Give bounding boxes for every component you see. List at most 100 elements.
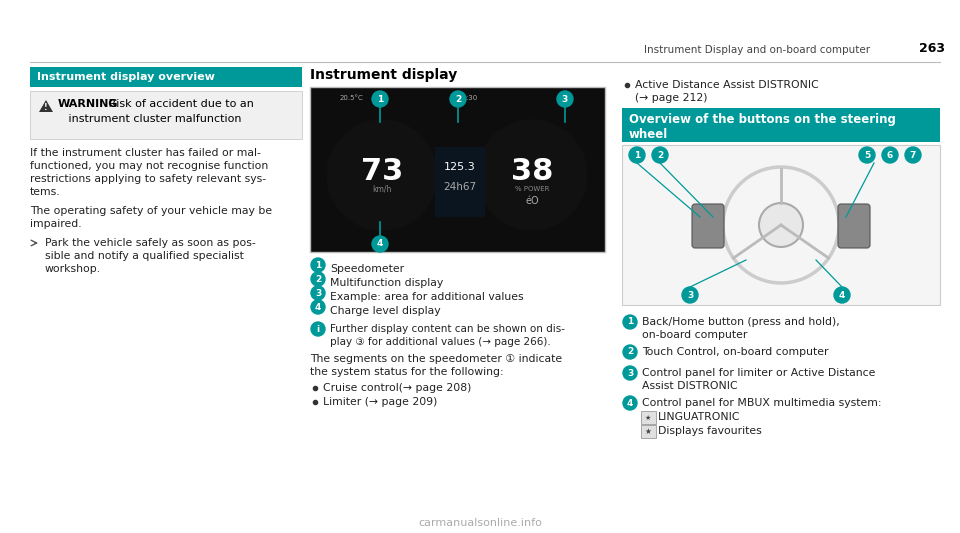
Text: 3: 3 <box>562 94 568 103</box>
FancyBboxPatch shape <box>838 204 870 248</box>
Circle shape <box>759 203 803 247</box>
Circle shape <box>652 147 668 163</box>
Text: 2: 2 <box>627 348 634 357</box>
FancyBboxPatch shape <box>30 91 302 139</box>
Circle shape <box>311 322 325 336</box>
Text: Back/Home button (press and hold),: Back/Home button (press and hold), <box>642 317 840 327</box>
Circle shape <box>311 258 325 272</box>
Text: 1: 1 <box>377 94 383 103</box>
Circle shape <box>629 147 645 163</box>
Text: carmanualsonline.info: carmanualsonline.info <box>418 518 542 528</box>
Text: Multifunction display: Multifunction display <box>330 278 444 288</box>
Circle shape <box>327 120 437 230</box>
Text: 1: 1 <box>634 150 640 159</box>
Text: The segments on the speedometer ① indicate: The segments on the speedometer ① indica… <box>310 354 563 364</box>
Text: 20:30: 20:30 <box>458 95 478 101</box>
Text: 4: 4 <box>839 290 845 300</box>
Text: 5: 5 <box>864 150 870 159</box>
Text: WARNING: WARNING <box>58 99 118 109</box>
FancyBboxPatch shape <box>641 411 656 424</box>
Text: If the instrument cluster has failed or mal-: If the instrument cluster has failed or … <box>30 148 261 158</box>
Text: 7: 7 <box>910 150 916 159</box>
FancyBboxPatch shape <box>310 87 605 252</box>
Text: tems.: tems. <box>30 187 60 197</box>
Text: LINGUATRONIC: LINGUATRONIC <box>658 412 740 422</box>
Text: 4: 4 <box>377 239 383 248</box>
Text: Displays favourites: Displays favourites <box>658 426 761 436</box>
Text: km/h: km/h <box>372 184 392 193</box>
Text: % POWER: % POWER <box>515 186 549 192</box>
Text: Overview of the buttons on the steering: Overview of the buttons on the steering <box>629 112 896 125</box>
Text: 2: 2 <box>315 274 322 284</box>
Text: Control panel for limiter or Active Distance: Control panel for limiter or Active Dist… <box>642 368 876 378</box>
Text: Charge level display: Charge level display <box>330 306 441 316</box>
FancyBboxPatch shape <box>622 108 940 142</box>
Text: instrument cluster malfunction: instrument cluster malfunction <box>58 114 242 124</box>
Text: 3: 3 <box>686 290 693 300</box>
FancyBboxPatch shape <box>30 67 302 87</box>
Circle shape <box>311 272 325 286</box>
Text: Speedometer: Speedometer <box>330 264 404 274</box>
Text: Control panel for MBUX multimedia system:: Control panel for MBUX multimedia system… <box>642 398 881 408</box>
Circle shape <box>859 147 875 163</box>
Text: on-board computer: on-board computer <box>642 330 748 340</box>
Text: Instrument display: Instrument display <box>310 68 457 82</box>
Circle shape <box>450 91 466 107</box>
Text: 2: 2 <box>657 150 663 159</box>
Text: 3: 3 <box>315 288 322 297</box>
Text: Example: area for additional values: Example: area for additional values <box>330 292 523 302</box>
Text: 1: 1 <box>627 318 634 327</box>
Circle shape <box>311 300 325 314</box>
Text: 1: 1 <box>315 261 322 270</box>
Text: 3: 3 <box>627 368 634 377</box>
Circle shape <box>882 147 898 163</box>
Text: 263: 263 <box>919 42 945 55</box>
Text: The operating safety of your vehicle may be: The operating safety of your vehicle may… <box>30 206 272 216</box>
Text: Park the vehicle safely as soon as pos-: Park the vehicle safely as soon as pos- <box>45 238 255 248</box>
Circle shape <box>372 236 388 252</box>
FancyBboxPatch shape <box>641 425 656 438</box>
Text: Limiter (→ page 209): Limiter (→ page 209) <box>323 397 438 407</box>
Circle shape <box>372 91 388 107</box>
Text: 20.5°C: 20.5°C <box>340 95 364 101</box>
Text: workshop.: workshop. <box>45 264 101 274</box>
Text: Active Distance Assist DISTRONIC: Active Distance Assist DISTRONIC <box>635 80 819 90</box>
Text: play ③ for additional values (→ page 266).: play ③ for additional values (→ page 266… <box>330 337 551 347</box>
Circle shape <box>623 366 637 380</box>
FancyBboxPatch shape <box>622 145 940 305</box>
Circle shape <box>311 286 325 300</box>
Polygon shape <box>39 100 53 112</box>
Text: ★: ★ <box>645 415 651 421</box>
Text: 38: 38 <box>511 157 553 185</box>
FancyBboxPatch shape <box>692 204 724 248</box>
Text: wheel: wheel <box>629 127 668 141</box>
Text: 24h67: 24h67 <box>444 182 476 192</box>
Text: Touch Control, on-board computer: Touch Control, on-board computer <box>642 347 828 357</box>
Circle shape <box>557 91 573 107</box>
Text: Instrument display overview: Instrument display overview <box>37 72 215 82</box>
Circle shape <box>477 120 587 230</box>
Text: !: ! <box>44 103 48 112</box>
Text: éO: éO <box>525 196 539 206</box>
Circle shape <box>682 287 698 303</box>
Text: Assist DISTRONIC: Assist DISTRONIC <box>642 381 737 391</box>
Text: ★: ★ <box>644 427 652 436</box>
Text: (→ page 212): (→ page 212) <box>635 93 708 103</box>
Text: 2: 2 <box>455 94 461 103</box>
Text: 6: 6 <box>887 150 893 159</box>
Circle shape <box>834 287 850 303</box>
FancyBboxPatch shape <box>435 147 485 217</box>
Text: Instrument Display and on-board computer: Instrument Display and on-board computer <box>644 45 870 55</box>
Text: Further display content can be shown on dis-: Further display content can be shown on … <box>330 324 565 334</box>
Circle shape <box>623 345 637 359</box>
Text: 4: 4 <box>315 303 322 311</box>
Text: i: i <box>317 325 320 334</box>
Text: restrictions applying to safety relevant sys-: restrictions applying to safety relevant… <box>30 174 266 184</box>
Text: the system status for the following:: the system status for the following: <box>310 367 504 377</box>
Text: 125.3: 125.3 <box>444 162 476 172</box>
Text: 73: 73 <box>361 157 403 185</box>
Text: sible and notify a qualified specialist: sible and notify a qualified specialist <box>45 251 244 261</box>
Circle shape <box>623 315 637 329</box>
Text: functioned, you may not recognise function: functioned, you may not recognise functi… <box>30 161 268 171</box>
Text: Risk of accident due to an: Risk of accident due to an <box>105 99 253 109</box>
